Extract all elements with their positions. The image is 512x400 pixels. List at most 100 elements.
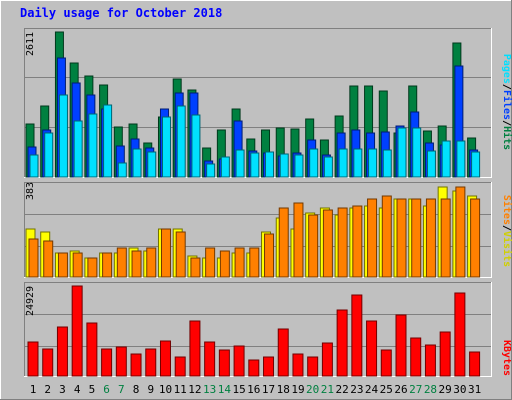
bar-sites-day-10 (160, 228, 171, 278)
legend-sites: Sites (501, 195, 512, 225)
bar-sites-day-7 (116, 247, 127, 278)
bar-sites-day-24 (367, 198, 378, 278)
bar-kbytes-day-7 (115, 346, 127, 377)
panel-sites-ymax-label: 383 (25, 182, 36, 200)
bar-kbytes-day-29 (439, 331, 451, 377)
x-tick-label-day-7: 7 (118, 383, 125, 396)
bar-kbytes-day-4 (71, 285, 83, 377)
bar-kbytes-day-14 (218, 349, 230, 377)
bar-kbytes-day-15 (233, 345, 245, 377)
bar-pages-day-22 (338, 148, 348, 178)
bar-sites-day-22 (337, 207, 348, 278)
bar-sites-day-2 (43, 240, 54, 278)
x-tick-label-day-9: 9 (147, 383, 154, 396)
bar-pages-day-31 (471, 151, 481, 178)
bar-sites-day-4 (72, 252, 83, 278)
bar-kbytes-day-10 (159, 340, 171, 377)
bar-kbytes-day-8 (130, 353, 142, 377)
bar-kbytes-day-11 (174, 356, 186, 377)
bar-pages-day-7 (117, 162, 127, 178)
bar-pages-day-11 (176, 105, 186, 178)
bar-pages-day-5 (88, 113, 98, 178)
bar-kbytes-day-19 (292, 353, 304, 377)
bar-pages-day-25 (382, 149, 392, 178)
bar-sites-day-28 (425, 198, 436, 278)
bar-kbytes-day-12 (189, 320, 201, 377)
x-tick-label-day-10: 10 (159, 383, 172, 396)
sites-visits-panel (24, 182, 492, 278)
x-tick-label-day-25: 25 (380, 383, 393, 396)
bar-pages-day-26 (397, 127, 407, 178)
bar-kbytes-day-17 (263, 356, 275, 377)
bar-sites-day-3 (57, 252, 68, 278)
bar-sites-day-21 (322, 209, 333, 278)
bar-sites-day-15 (234, 247, 245, 278)
bar-sites-day-11 (175, 231, 186, 278)
bar-pages-day-24 (368, 148, 378, 178)
bar-sites-day-29 (440, 198, 451, 278)
bar-pages-day-2 (44, 132, 54, 178)
x-tick-label-day-2: 2 (44, 383, 51, 396)
x-tick-label-day-13: 13 (203, 383, 216, 396)
x-tick-label-day-5: 5 (89, 383, 96, 396)
x-tick-label-day-22: 22 (335, 383, 348, 396)
bar-kbytes-day-31 (469, 351, 481, 377)
bar-sites-day-8 (131, 250, 142, 278)
x-tick-label-day-30: 30 (453, 383, 466, 396)
bar-sites-day-30 (455, 186, 466, 278)
legend-pages: Pages (501, 54, 512, 84)
bar-pages-day-14 (220, 156, 230, 178)
x-tick-label-day-12: 12 (188, 383, 201, 396)
bar-pages-day-19 (294, 154, 304, 178)
x-tick-label-day-16: 16 (247, 383, 260, 396)
bar-sites-day-31 (470, 198, 481, 278)
x-tick-label-day-29: 29 (439, 383, 452, 396)
bar-kbytes-day-27 (410, 337, 422, 377)
hits-files-pages-panel (24, 28, 492, 178)
bar-kbytes-day-20 (307, 356, 319, 377)
bar-pages-day-4 (73, 120, 83, 178)
bar-pages-day-13 (206, 163, 216, 178)
x-tick-label-day-8: 8 (133, 383, 140, 396)
bar-pages-day-10 (161, 116, 171, 178)
bar-pages-day-12 (191, 114, 201, 178)
bar-kbytes-day-28 (424, 344, 436, 377)
bar-sites-day-17 (264, 233, 275, 278)
bar-pages-day-1 (29, 154, 39, 178)
bar-sites-day-19 (293, 202, 304, 278)
bar-sites-day-26 (396, 198, 407, 278)
x-tick-label-day-14: 14 (218, 383, 232, 396)
legend-sites-visits: Sites/Visits (501, 195, 512, 267)
x-tick-label-day-23: 23 (350, 383, 363, 396)
bar-kbytes-day-13 (204, 341, 216, 377)
bar-kbytes-day-16 (248, 359, 260, 377)
bar-sites-day-13 (205, 247, 216, 278)
x-tick-label-day-11: 11 (174, 383, 187, 396)
x-tick-label-day-24: 24 (365, 383, 379, 396)
bar-pages-day-15 (235, 149, 245, 178)
x-tick-label-day-3: 3 (59, 383, 66, 396)
bar-kbytes-day-26 (395, 314, 407, 377)
bar-pages-day-30 (456, 140, 466, 178)
bar-pages-day-23 (353, 148, 363, 178)
bar-sites-day-20 (308, 214, 319, 278)
legend-pages-files-hits: Pages/Files/Hits (501, 54, 512, 150)
bar-kbytes-day-18 (277, 328, 289, 377)
bar-sites-day-5 (87, 257, 98, 278)
bar-kbytes-day-6 (101, 348, 113, 377)
bar-sites-day-12 (190, 257, 201, 278)
bar-pages-day-20 (309, 148, 319, 178)
bar-kbytes-day-9 (145, 348, 157, 377)
bar-kbytes-day-1 (27, 341, 39, 377)
x-axis-day-labels: 1 2 3 4 5 6 7 8 9 10 11 12 13 14 15 16 17 18 19 20 21 22 23 24 2… (30, 383, 482, 396)
bar-pages-day-18 (279, 153, 289, 178)
bar-sites-day-27 (411, 198, 422, 278)
x-tick-label-day-17: 17 (262, 383, 275, 396)
bar-pages-day-6 (103, 104, 113, 178)
bar-pages-day-3 (58, 94, 68, 178)
legend-files: Files (501, 90, 512, 120)
legend-visits: Visits (501, 231, 512, 267)
bar-kbytes-day-21 (321, 342, 333, 377)
bar-pages-day-9 (147, 151, 157, 178)
bar-sites-day-6 (102, 252, 113, 278)
